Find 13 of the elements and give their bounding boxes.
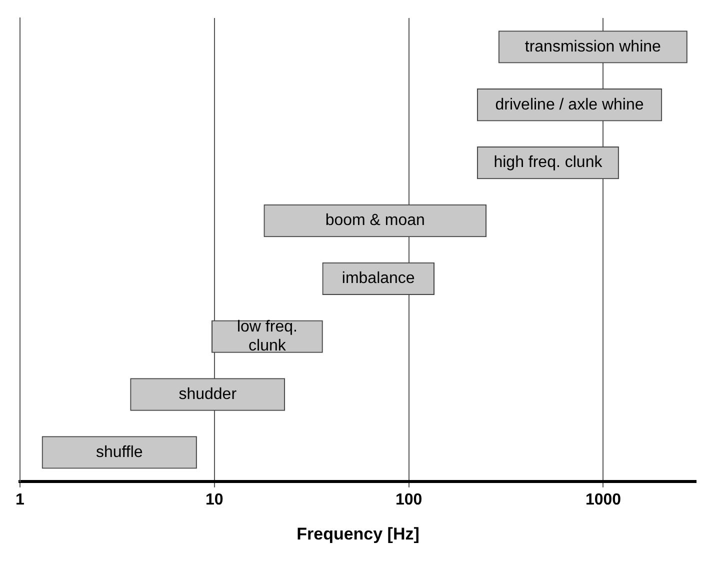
y-tick-label: low freq. clunk <box>236 318 298 354</box>
x-tick-label: 1 <box>16 491 25 508</box>
x-tick-label: 100 <box>395 491 422 508</box>
x-axis-title: Frequency [Hz] <box>296 524 420 544</box>
y-tick-label: high freq. clunk <box>494 154 604 172</box>
y-tick-label: imbalance <box>342 270 415 288</box>
x-tick-label: 1000 <box>585 491 622 508</box>
y-tick-label: shuffle <box>96 444 143 461</box>
x-tick-label: 10 <box>206 491 224 508</box>
y-tick-label: shudder <box>178 386 238 403</box>
y-tick-label: driveline / axle whine <box>495 96 644 114</box>
y-tick-label: transmission whine <box>524 38 662 56</box>
y-tick-label: boom & moan <box>325 212 425 230</box>
